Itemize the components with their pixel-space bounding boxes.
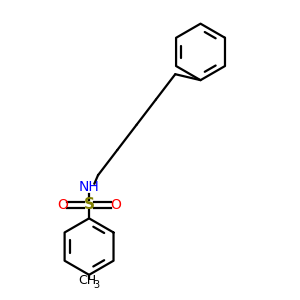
Text: NH: NH <box>79 180 99 194</box>
Text: O: O <box>57 198 68 212</box>
Text: 3: 3 <box>93 280 100 290</box>
Text: CH: CH <box>79 274 97 287</box>
Text: S: S <box>84 197 94 212</box>
Text: O: O <box>110 198 121 212</box>
